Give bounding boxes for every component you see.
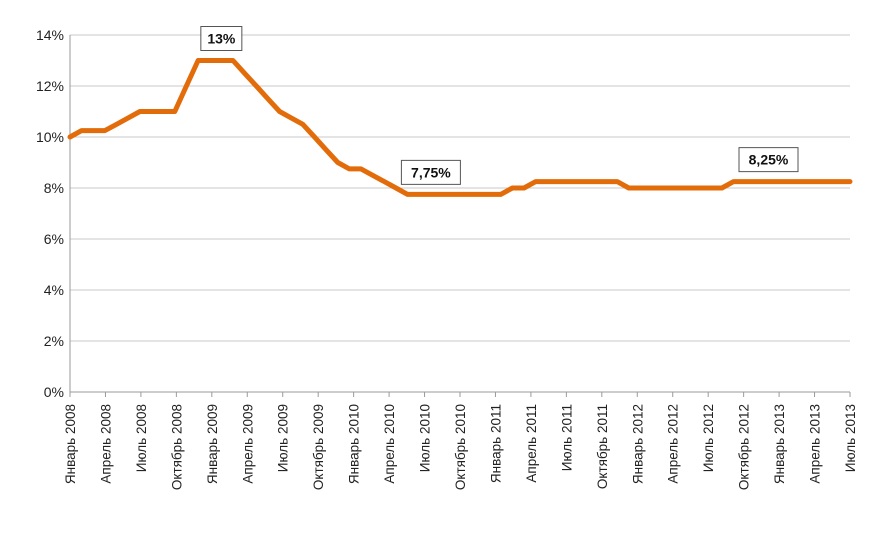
y-tick-label: 10% bbox=[36, 129, 64, 145]
y-tick-label: 6% bbox=[44, 231, 64, 247]
x-tick-label: Апрель 2013 bbox=[808, 404, 823, 484]
x-tick-label: Январь 2008 bbox=[63, 404, 78, 484]
annotations-layer: 13% 7,75% 8,25% bbox=[200, 26, 799, 185]
data-label: 8,25% bbox=[738, 147, 799, 173]
data-label-box bbox=[738, 147, 799, 173]
x-tick-label: Октябрь 2012 bbox=[737, 404, 752, 490]
x-tick-label: Апрель 2011 bbox=[524, 404, 539, 483]
y-tick-label: 12% bbox=[36, 78, 64, 94]
x-tick-label: Апрель 2010 bbox=[382, 404, 397, 484]
x-tick-label: Июль 2008 bbox=[134, 404, 149, 472]
x-tick-label: Апрель 2009 bbox=[240, 404, 255, 484]
y-tick-label: 8% bbox=[44, 180, 64, 196]
x-tick-label: Октябрь 2008 bbox=[169, 404, 184, 490]
x-tick-label: Январь 2012 bbox=[630, 404, 645, 484]
y-axis-ticks: 0% 2% 4% 6% 8% 10% 12% 14% bbox=[36, 27, 64, 400]
data-label: 13% bbox=[200, 26, 243, 51]
x-tick-label: Январь 2013 bbox=[772, 404, 787, 484]
data-label-box bbox=[200, 26, 243, 51]
series-layer bbox=[67, 58, 853, 197]
data-label: 7,75% bbox=[400, 159, 461, 185]
x-tick-label: Апрель 2008 bbox=[98, 404, 113, 484]
y-tick-label: 14% bbox=[36, 27, 64, 43]
data-label-box bbox=[400, 159, 461, 185]
data-label-text: 7,75% bbox=[411, 164, 451, 180]
x-tick-label: Октябрь 2009 bbox=[311, 404, 326, 490]
x-tick-label: Июль 2011 bbox=[559, 404, 574, 471]
gridlines bbox=[69, 34, 850, 393]
data-label-text: 8,25% bbox=[749, 152, 789, 168]
x-tick-label: Апрель 2012 bbox=[666, 404, 681, 484]
x-tick-label: Июль 2012 bbox=[701, 404, 716, 472]
x-tick-label: Октябрь 2010 bbox=[453, 404, 468, 490]
x-tick-label: Октябрь 2011 bbox=[595, 404, 610, 489]
x-tick-label: Январь 2009 bbox=[205, 404, 220, 484]
data-label-text: 13% bbox=[207, 31, 236, 47]
x-tick-label: Январь 2010 bbox=[347, 404, 362, 484]
x-tick-label: Июль 2009 bbox=[276, 404, 291, 472]
y-tick-label: 0% bbox=[44, 384, 64, 400]
x-tick-label: Июль 2010 bbox=[418, 404, 433, 472]
x-axis-ticks: Январь 2008 Апрель 2008 Июль 2008 Октябрь 2… bbox=[63, 392, 858, 490]
y-tick-label: 2% bbox=[44, 333, 64, 349]
x-tick-label: Январь 2011 bbox=[488, 404, 503, 483]
y-tick-label: 4% bbox=[44, 282, 64, 298]
x-tick-label: Июль 2013 bbox=[843, 404, 858, 472]
series-line bbox=[67, 58, 853, 197]
